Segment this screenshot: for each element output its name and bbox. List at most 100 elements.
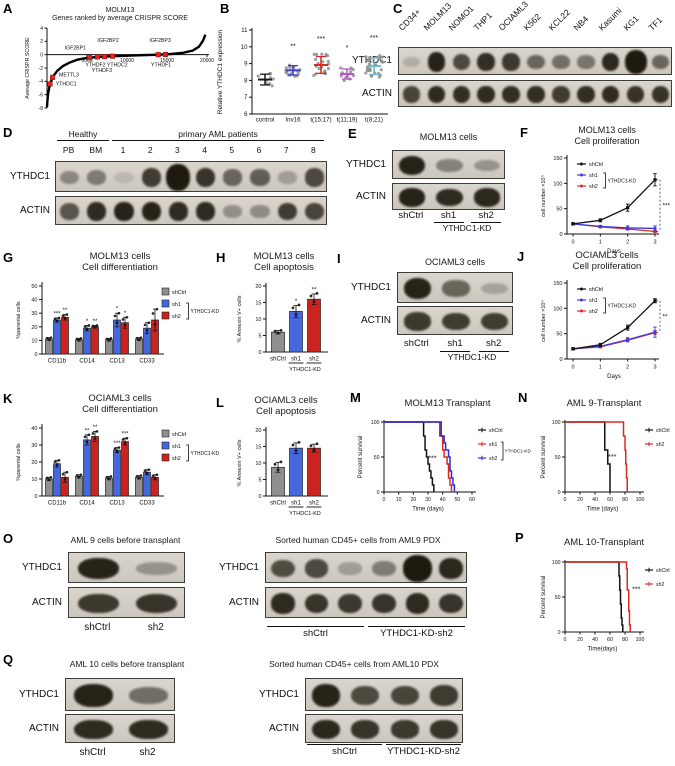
panel-label-n: N <box>518 390 528 405</box>
lane-label: 2 <box>147 145 153 155</box>
lane-label: PB <box>62 145 75 155</box>
svg-text:6: 6 <box>244 112 248 118</box>
q_left-ythdc1-membrane <box>65 678 175 711</box>
svg-text:**: ** <box>93 425 98 431</box>
group-underline <box>307 744 382 745</box>
aml-10-transplant-survival-chart: 0 50 100 Percent survival 0 20 40 60 80 100 Time(d… <box>541 560 670 653</box>
lane-label: 6 <box>256 145 262 155</box>
protein-band <box>502 85 520 104</box>
blot-row-label: YTHDC1 <box>18 688 59 700</box>
protein-band <box>166 164 191 191</box>
protein-band <box>527 85 545 104</box>
svg-text:5: 5 <box>258 334 261 340</box>
svg-text:%parental cells: %parental cells <box>16 443 22 481</box>
svg-text:YTHDC1-KD: YTHDC1-KD <box>505 449 532 454</box>
svg-text:0: 0 <box>564 637 567 643</box>
panel-a-title-line1: MOLM13 <box>105 7 135 14</box>
i-ythdc1-membrane <box>397 272 513 303</box>
svg-text:CD14: CD14 <box>79 501 95 507</box>
lane-label: sh2 <box>139 747 156 758</box>
e-actin-membrane <box>392 183 505 210</box>
panel-label-c: C <box>393 1 403 16</box>
blot-row-label: ACTIN <box>362 87 392 99</box>
panel-label-a: A <box>3 1 13 16</box>
blot-row-label: YTHDC1 <box>351 55 392 66</box>
protein-band <box>196 167 216 188</box>
svg-text:sh2: sh2 <box>309 501 319 507</box>
panel-n-title: AML 9-Transplant <box>566 398 642 409</box>
protein-band <box>304 168 324 187</box>
protein-band <box>129 687 168 704</box>
lane-label: shCtrl <box>398 210 424 221</box>
svg-text:3: 3 <box>653 240 656 246</box>
protein-band <box>390 720 419 739</box>
svg-text:40: 40 <box>440 497 446 503</box>
protein-band <box>402 57 421 67</box>
svg-text:Percent survival: Percent survival <box>541 436 547 479</box>
protein-band <box>473 159 501 172</box>
panel-j-title-line1: OCIAML3 cells <box>575 250 639 261</box>
q_right-ythdc1-membrane <box>305 678 463 711</box>
protein-band <box>398 188 425 207</box>
svg-text:cell number ×10⁴: cell number ×10⁴ <box>540 175 547 217</box>
protein-band <box>481 312 509 331</box>
protein-band <box>651 85 670 104</box>
svg-text:sh1: sh1 <box>172 444 181 450</box>
o_right-actin-membrane <box>265 587 467 618</box>
panel-label-j: J <box>517 249 525 264</box>
blot-row-label: ACTIN <box>20 204 50 216</box>
svg-text:4: 4 <box>40 26 43 32</box>
protein-band <box>436 158 463 173</box>
svg-text:40: 40 <box>592 637 598 643</box>
protein-band <box>136 593 178 614</box>
svg-text:80: 80 <box>622 497 628 503</box>
protein-band <box>271 593 295 614</box>
blot-row-label: ACTIN <box>356 190 386 202</box>
svg-text:% Annexin V+ cells: % Annexin V+ cells <box>237 295 243 342</box>
svg-text:YTHDC1-KD: YTHDC1-KD <box>289 511 321 517</box>
svg-text:**: ** <box>290 43 296 50</box>
svg-text:sh2: sh2 <box>172 314 181 320</box>
lane-label: sh2 <box>478 210 494 221</box>
panel-a-title: MOLM13 Genes ranked by average CRISPR SC… <box>35 7 205 24</box>
lane-label: sh1 <box>447 338 463 349</box>
svg-text:100: 100 <box>552 560 561 566</box>
panel-k-title: OCIAML3 cells Cell differentiation <box>25 393 215 415</box>
svg-text:YTHDC1-KD: YTHDC1-KD <box>289 367 321 373</box>
svg-text:2: 2 <box>40 39 43 45</box>
svg-text:0: 0 <box>40 52 43 58</box>
svg-text:5000: 5000 <box>81 58 92 64</box>
kd-underline <box>433 222 464 223</box>
protein-band <box>372 593 396 614</box>
svg-text:sh2: sh2 <box>656 442 664 448</box>
panel-label-g: G <box>3 250 14 265</box>
blot-row-label: YTHDC1 <box>258 688 299 700</box>
svg-text:YTHDC1-KD: YTHDC1-KD <box>191 309 220 315</box>
svg-text:10: 10 <box>396 497 402 503</box>
protein-band <box>402 555 433 582</box>
group-label: shCtrl <box>303 628 328 639</box>
svg-text:1: 1 <box>599 365 602 371</box>
protein-band <box>87 201 107 222</box>
protein-band <box>223 169 243 186</box>
panel-l-title-line1: OCIAML3 cells <box>254 395 318 406</box>
svg-text:100: 100 <box>553 181 562 187</box>
protein-band <box>403 277 431 300</box>
svg-text:40: 40 <box>31 426 37 432</box>
protein-band <box>372 561 396 576</box>
protein-band <box>427 85 446 104</box>
protein-band <box>168 201 188 222</box>
svg-text:0: 0 <box>558 630 561 636</box>
protein-band <box>402 86 421 103</box>
svg-text:t(8;21): t(8;21) <box>365 117 383 124</box>
protein-band <box>277 202 297 221</box>
panel-g-title-line1: MOLM13 cells <box>89 251 151 262</box>
group-label: YTHDC1-KD-sh2 <box>380 628 453 639</box>
blot-e-title: MOLM13 cells <box>419 132 478 142</box>
panel-j-title-line2: Cell proliferation <box>572 261 642 273</box>
panel-g-title: MOLM13 cells Cell differentiation <box>25 251 215 273</box>
svg-text:100: 100 <box>552 420 561 426</box>
protein-band <box>626 85 645 104</box>
protein-band <box>403 312 431 331</box>
protein-band <box>477 85 495 104</box>
